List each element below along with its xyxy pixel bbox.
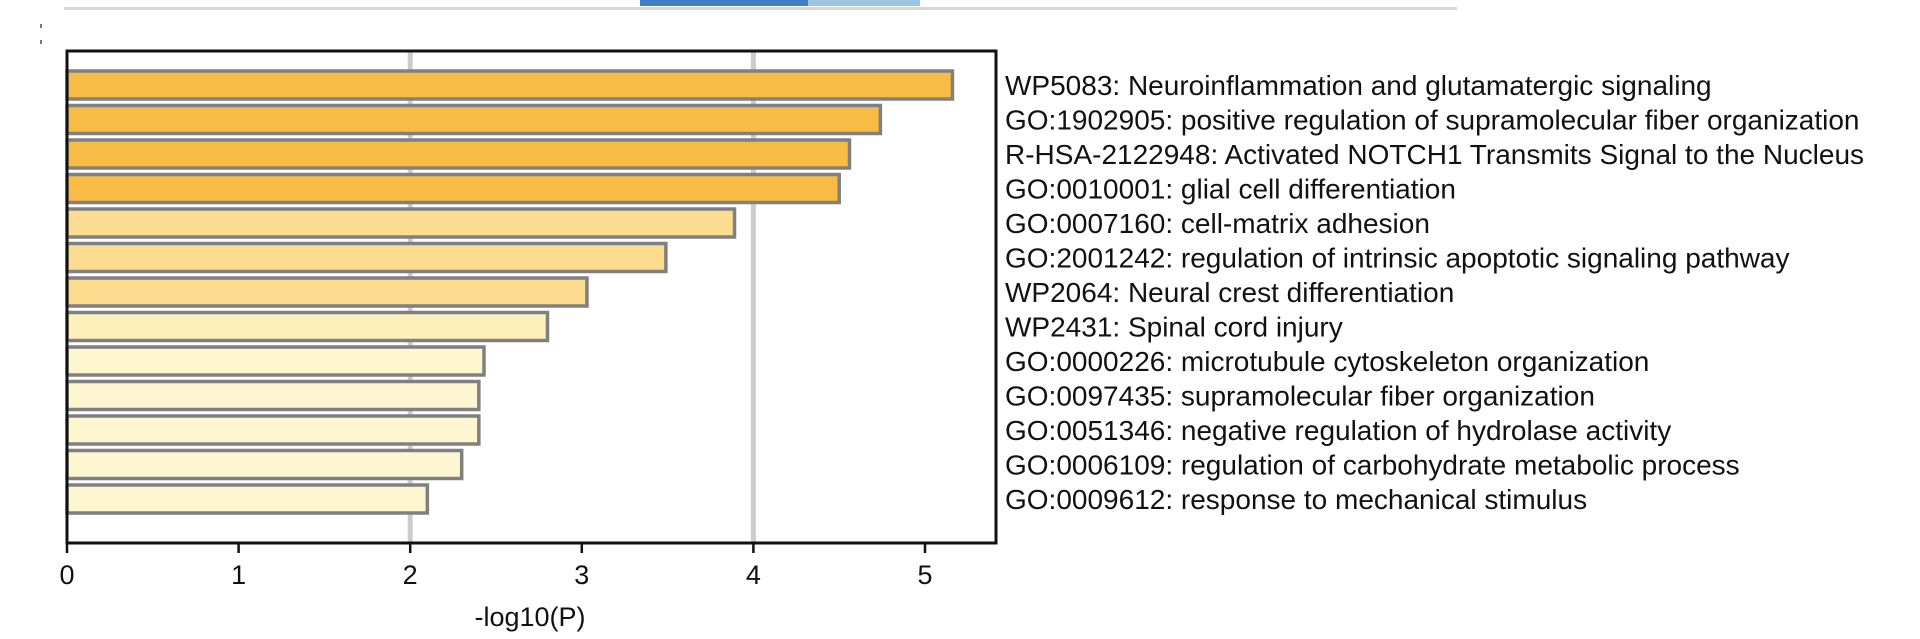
bar-10 [65, 414, 481, 446]
bar-12 [65, 483, 430, 515]
bar-label-11: GO:0006109: regulation of carbohydrate m… [1005, 450, 1740, 481]
bar-3 [65, 172, 841, 205]
x-tick-label-5: 5 [917, 560, 932, 590]
bar-label-10: GO:0051346: negative regulation of hydro… [1005, 415, 1671, 446]
x-axis: 0 1 2 3 4 5 [59, 543, 933, 590]
bar-label-6: WP2064: Neural crest differentiation [1005, 277, 1454, 308]
bar-label-7: WP2431: Spinal cord injury [1005, 312, 1343, 343]
bar-8 [65, 345, 486, 377]
x-tick-label-1: 1 [231, 560, 246, 590]
x-tick-label-4: 4 [746, 560, 761, 590]
top-divider-line [64, 7, 1457, 10]
bar-label-12: GO:0009612: response to mechanical stimu… [1005, 484, 1587, 515]
x-tick-label-3: 3 [574, 560, 589, 590]
top-tab-indicator-light[interactable] [808, 0, 920, 6]
bar-6 [65, 276, 589, 308]
bars-layer [65, 69, 955, 515]
x-tick-label-0: 0 [59, 560, 74, 590]
bar-label-2: R-HSA-2122948: Activated NOTCH1 Transmit… [1005, 139, 1864, 170]
bar-4 [65, 207, 737, 239]
term-labels: WP5083: Neuroinflammation and glutamater… [1005, 70, 1864, 515]
x-axis-title: -log10(P) [474, 602, 585, 632]
bar-label-4: GO:0007160: cell-matrix adhesion [1005, 208, 1430, 239]
bar-label-9: GO:0097435: supramolecular fiber organiz… [1005, 381, 1595, 412]
top-tab-indicator-dark[interactable] [640, 0, 808, 6]
x-tick-label-2: 2 [403, 560, 418, 590]
bar-label-1: GO:1902905: positive regulation of supra… [1005, 105, 1860, 136]
edge-markers [40, 24, 44, 50]
bar-2 [65, 138, 852, 170]
bar-9 [65, 379, 481, 412]
bar-label-0: WP5083: Neuroinflammation and glutamater… [1005, 70, 1712, 101]
bar-label-8: GO:0000226: microtubule cytoskeleton org… [1005, 346, 1649, 377]
bar-7 [65, 310, 550, 343]
bar-label-3: GO:0010001: glial cell differentiation [1005, 174, 1456, 205]
bar-0 [65, 69, 955, 101]
bar-label-5: GO:2001242: regulation of intrinsic apop… [1005, 243, 1790, 274]
plot-frame [65, 49, 998, 545]
bar-11 [65, 448, 464, 481]
bar-5 [65, 241, 668, 274]
bar-1 [65, 103, 883, 136]
